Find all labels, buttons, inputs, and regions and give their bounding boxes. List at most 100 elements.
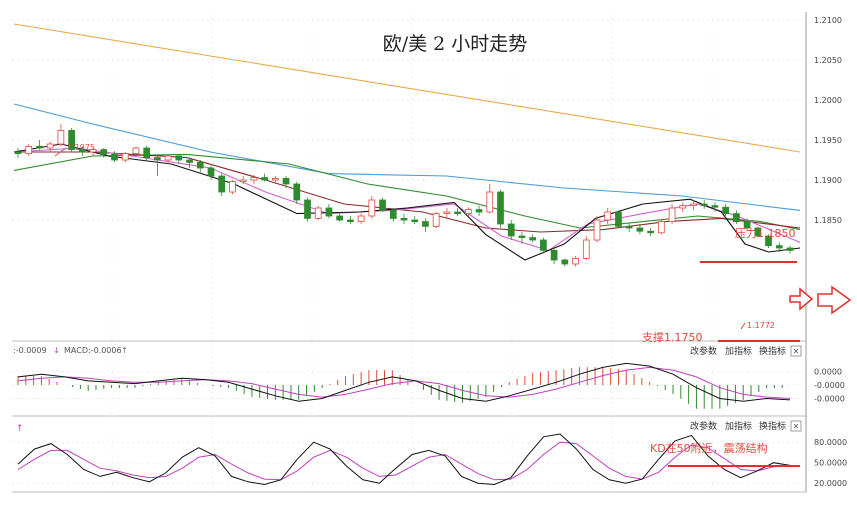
candle xyxy=(368,196,376,219)
macd-left-label: :-0.0009 xyxy=(13,346,47,355)
ma-line-2 xyxy=(13,103,801,211)
ma-line-6 xyxy=(13,143,801,261)
candle xyxy=(486,184,494,214)
candle-body xyxy=(593,219,601,241)
candle-body xyxy=(657,221,665,234)
macd-toolbar: 改参数 加指标 换指标 ✕ xyxy=(690,345,802,357)
candle-body xyxy=(229,181,236,193)
candle-body xyxy=(561,259,569,265)
macd-tick-label: 0.0000 xyxy=(814,368,842,377)
kd-btn-add[interactable]: 加指标 xyxy=(725,420,752,432)
candle xyxy=(625,223,633,232)
macd-close-icon: ✕ xyxy=(793,347,800,356)
price-tick-label: 1.2050 xyxy=(814,56,842,65)
candle-body xyxy=(668,207,676,223)
resistance-label: 压力1.1850 xyxy=(735,227,796,240)
candle-body xyxy=(121,153,129,161)
candle xyxy=(464,207,472,216)
candle-body xyxy=(475,209,483,213)
candle-body xyxy=(78,149,86,153)
candle xyxy=(89,148,97,156)
candle-body xyxy=(143,147,151,158)
kd-tick-label: 50.0000 xyxy=(814,459,847,468)
candle xyxy=(679,202,687,212)
candle-body xyxy=(518,235,526,238)
candle-body xyxy=(325,207,333,217)
candle-body xyxy=(271,177,279,181)
candle xyxy=(786,245,794,254)
candle xyxy=(411,216,419,224)
candle xyxy=(722,204,730,216)
candle-body xyxy=(336,215,344,221)
candle-body xyxy=(765,235,772,247)
candle-body xyxy=(36,145,43,149)
candle xyxy=(379,197,386,212)
macd-btn-switch[interactable]: 换指标 xyxy=(759,345,786,357)
kd-note-label: KD在50附近，震荡结构 xyxy=(650,441,768,455)
kd-tick-label: 80.0000 xyxy=(814,438,847,447)
price-tick-label: 1.2000 xyxy=(814,96,842,105)
candle-body xyxy=(679,205,687,209)
candle-body xyxy=(57,129,65,145)
candle xyxy=(164,154,172,164)
candle-body xyxy=(443,211,451,214)
macd-btn-params[interactable]: 改参数 xyxy=(690,345,717,357)
grid-layer xyxy=(12,12,806,492)
candle xyxy=(561,258,569,267)
candle xyxy=(78,146,86,156)
kd-close-icon: ✕ xyxy=(793,422,800,431)
candle-body xyxy=(25,145,33,154)
candle xyxy=(550,248,558,264)
candle xyxy=(325,204,333,219)
macd-close-button[interactable] xyxy=(790,345,802,357)
candle xyxy=(239,176,247,184)
candle xyxy=(443,208,451,219)
candle xyxy=(186,157,193,168)
candle xyxy=(304,197,311,222)
moving-average-lines xyxy=(13,23,801,261)
candle-body xyxy=(497,191,504,225)
kd-k-line xyxy=(17,433,791,486)
candle-body xyxy=(250,177,258,181)
candle-body xyxy=(700,203,708,206)
candle xyxy=(14,148,22,158)
candle-body xyxy=(454,211,461,214)
macd-panel: :-0.0009 ↓ MACD:-0.0006 ↑ 0.0000 -0.0000 -… xyxy=(12,346,845,409)
candle-body xyxy=(357,215,365,222)
candle xyxy=(690,200,697,211)
macd-btn-add[interactable]: 加指标 xyxy=(725,345,752,357)
candle xyxy=(743,218,751,232)
candle-body xyxy=(68,129,75,150)
candle-body xyxy=(14,151,22,154)
candle-body xyxy=(625,225,633,229)
support-label: 支撑1.1750 xyxy=(642,330,703,344)
candle-body xyxy=(218,175,226,193)
candle xyxy=(572,256,579,267)
high-annotation: 1.1975 xyxy=(54,143,95,157)
kd-close-button[interactable] xyxy=(790,420,802,432)
candle-body xyxy=(507,223,515,237)
kd-btn-switch[interactable]: 换指标 xyxy=(759,420,786,432)
candle-body xyxy=(711,205,719,208)
candle-body xyxy=(132,147,140,154)
kd-toolbar: 改参数 加指标 换指标 ✕ xyxy=(690,420,802,432)
candle-body xyxy=(422,221,429,227)
candle xyxy=(475,205,483,216)
price-tick-label: 1.1900 xyxy=(814,176,842,185)
candle xyxy=(518,232,526,244)
candle-body xyxy=(550,249,558,261)
candle-body xyxy=(154,157,161,161)
candle xyxy=(700,200,708,209)
candle xyxy=(336,212,344,222)
candle xyxy=(229,180,236,195)
candle xyxy=(529,234,537,243)
ma-line-3 xyxy=(13,153,801,231)
candle xyxy=(775,242,783,252)
candle xyxy=(604,208,612,224)
candle-body xyxy=(615,211,622,227)
candle xyxy=(582,236,590,260)
candle-body xyxy=(261,177,268,181)
price-axis: 1.2100 1.2050 1.2000 1.1950 1.1900 1.1850 xyxy=(814,16,842,225)
candle-body xyxy=(282,177,290,185)
kd-btn-params[interactable]: 改参数 xyxy=(690,420,717,432)
